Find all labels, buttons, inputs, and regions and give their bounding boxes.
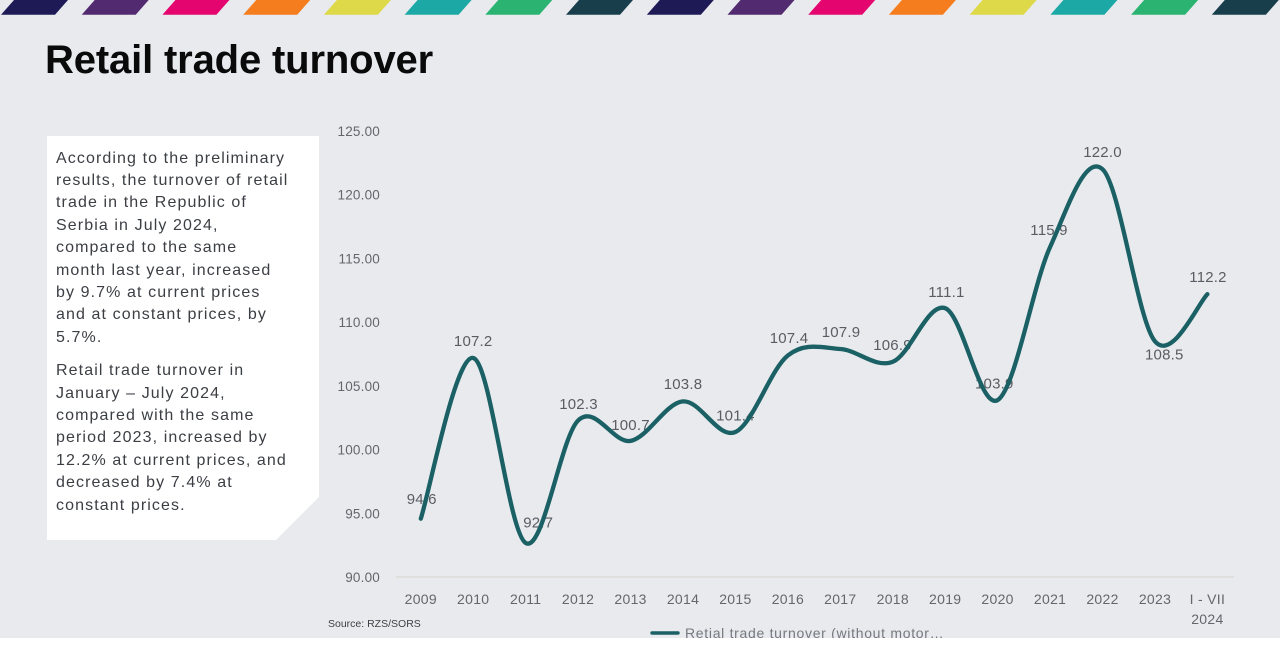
svg-text:102.3: 102.3: [559, 396, 598, 413]
svg-text:100.00: 100.00: [338, 443, 381, 458]
svg-text:2021: 2021: [1034, 591, 1066, 607]
svg-text:2010: 2010: [457, 591, 489, 607]
svg-text:2020: 2020: [981, 591, 1013, 607]
svg-text:112.2: 112.2: [1189, 269, 1226, 286]
svg-text:120.00: 120.00: [338, 188, 381, 203]
svg-text:107.9: 107.9: [822, 324, 861, 341]
svg-text:107.2: 107.2: [454, 333, 493, 350]
svg-text:2024: 2024: [1191, 611, 1223, 627]
svg-text:101.4: 101.4: [716, 407, 755, 424]
svg-text:2015: 2015: [719, 591, 751, 607]
svg-text:125.00: 125.00: [338, 124, 381, 139]
svg-text:90.00: 90.00: [345, 570, 380, 585]
svg-text:115.00: 115.00: [339, 251, 381, 266]
svg-text:Source: RZS/SORS: Source: RZS/SORS: [328, 618, 421, 630]
svg-text:2022: 2022: [1086, 591, 1118, 607]
svg-text:103.8: 103.8: [664, 376, 703, 393]
svg-text:Retial trade turnover (without: Retial trade turnover (without motor…: [685, 625, 944, 638]
svg-text:I - VII: I - VII: [1190, 591, 1226, 607]
svg-text:2019: 2019: [929, 591, 961, 607]
svg-text:108.5: 108.5: [1145, 347, 1184, 364]
svg-text:2017: 2017: [824, 591, 856, 607]
svg-text:94.6: 94.6: [407, 491, 437, 508]
svg-text:95.00: 95.00: [345, 507, 380, 522]
svg-text:105.00: 105.00: [338, 379, 381, 394]
svg-text:2011: 2011: [510, 591, 541, 607]
svg-text:2014: 2014: [667, 591, 699, 607]
svg-text:2013: 2013: [614, 591, 646, 607]
svg-text:2023: 2023: [1139, 591, 1171, 607]
svg-text:107.4: 107.4: [770, 330, 809, 347]
svg-text:100.7: 100.7: [611, 417, 650, 434]
svg-text:2012: 2012: [562, 591, 594, 607]
svg-text:2018: 2018: [877, 591, 909, 607]
svg-text:111.1: 111.1: [928, 284, 964, 301]
svg-text:122.0: 122.0: [1083, 144, 1122, 161]
svg-text:2009: 2009: [405, 591, 437, 607]
svg-text:106.9: 106.9: [873, 337, 912, 354]
svg-text:110.00: 110.00: [339, 315, 381, 330]
svg-text:2016: 2016: [772, 591, 804, 607]
